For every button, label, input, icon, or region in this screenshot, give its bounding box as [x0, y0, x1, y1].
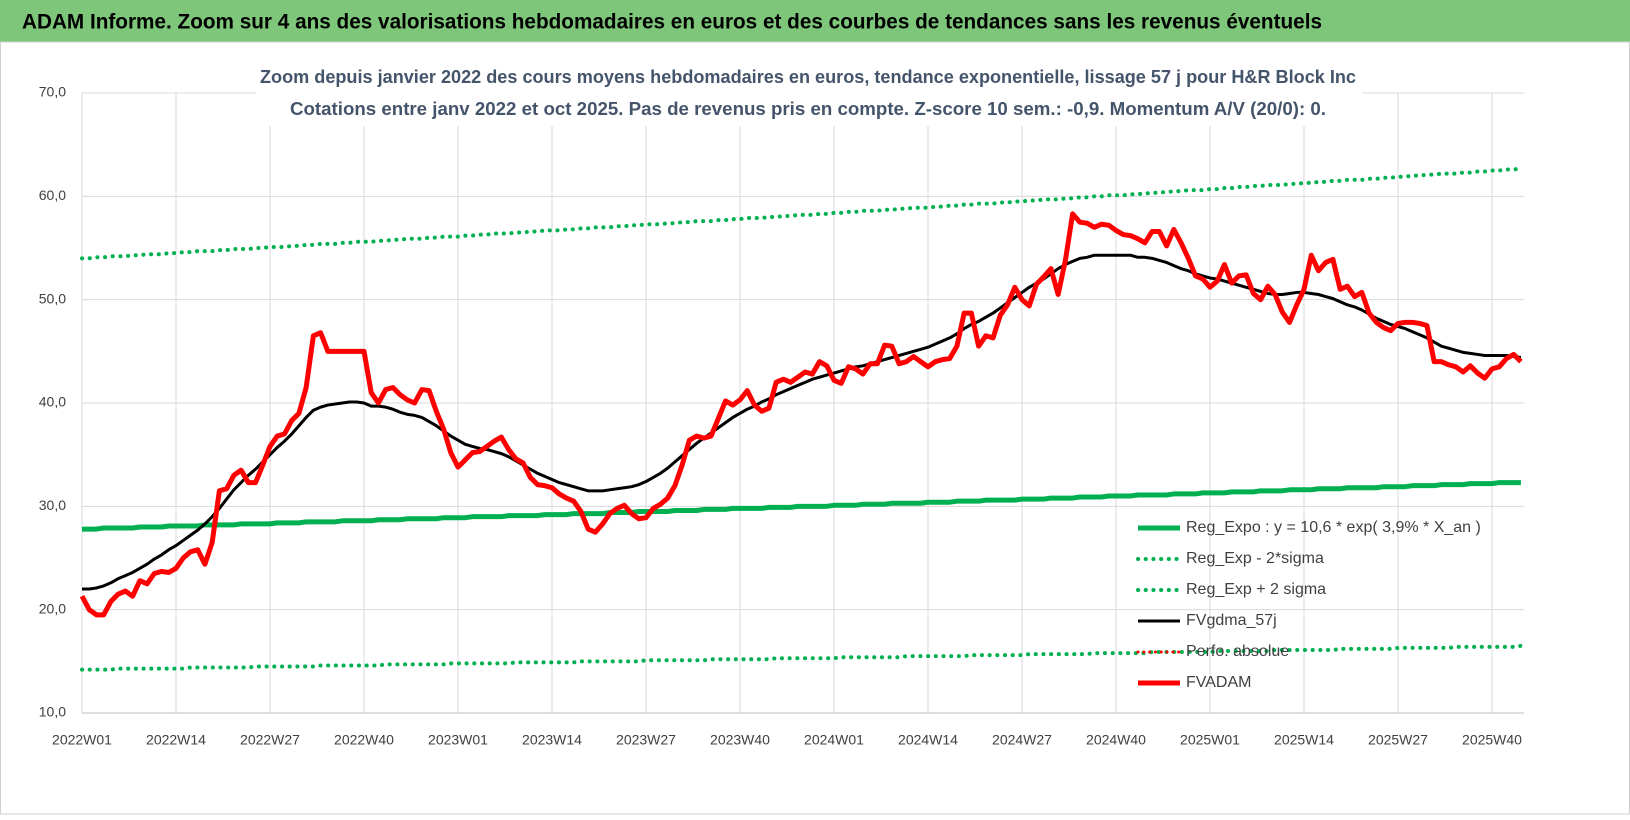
x-tick-label: 2025W14: [1274, 732, 1334, 748]
chart-subtitle: Cotations entre janv 2022 et oct 2025. P…: [290, 99, 1326, 119]
header-bar: [0, 0, 1630, 42]
grid: 10,0 20,0 30,0 40,0 50,0 60,0 70,0 2022W01 2022W…: [39, 84, 1524, 748]
series-line: [80, 166, 1523, 261]
series-line: [80, 643, 1523, 672]
legend: Reg_Expo : y = 10,6 * exp( 3,9% * X_an )…: [1128, 512, 1500, 702]
chart-title: Zoom depuis janvier 2022 des cours moyen…: [260, 67, 1356, 87]
x-tick-label: 2025W27: [1368, 732, 1428, 748]
legend-box: [1128, 512, 1500, 702]
series-line: [82, 253, 1522, 591]
x-tick-label: 2024W14: [898, 732, 958, 748]
x-tick-label: 2025W40: [1462, 732, 1522, 748]
y-tick-label: 30,0: [39, 497, 66, 513]
x-tick-label: 2024W01: [804, 732, 864, 748]
y-tick-label: 40,0: [39, 394, 66, 410]
x-tick-label: 2023W14: [522, 732, 582, 748]
legend-label: FVADAM: [1186, 674, 1251, 691]
legend-label: Reg_Expo : y = 10,6 * exp( 3,9% * X_an ): [1186, 519, 1481, 536]
series-line: [79, 211, 1523, 618]
x-tick-label: 2023W01: [428, 732, 488, 748]
y-tick-label: 50,0: [39, 290, 66, 306]
x-tick-label: 2022W01: [52, 732, 112, 748]
x-tick-label: 2024W27: [992, 732, 1052, 748]
x-tick-label: 2023W40: [710, 732, 770, 748]
y-tick-label: 10,0: [39, 704, 66, 720]
legend-label: FVgdma_57j: [1186, 612, 1277, 629]
title-box: [256, 60, 1362, 126]
x-tick-label: 2024W40: [1086, 732, 1146, 748]
legend-label: Perfo. absolue: [1186, 643, 1289, 660]
legend-label: Reg_Exp + 2 sigma: [1186, 581, 1326, 598]
x-tick-label: 2023W27: [616, 732, 676, 748]
y-tick-label: 70,0: [39, 84, 66, 100]
series-line: [82, 480, 1521, 532]
x-tick-label: 2022W27: [240, 732, 300, 748]
series-lines: [79, 166, 1523, 672]
x-tick-label: 2022W14: [146, 732, 206, 748]
x-tick-label: 2022W40: [334, 732, 394, 748]
x-tick-label: 2025W01: [1180, 732, 1240, 748]
y-tick-label: 20,0: [39, 600, 66, 616]
header-title: ADAM Informe. Zoom sur 4 ans des valoris…: [22, 11, 1322, 34]
legend-label: Reg_Exp - 2*sigma: [1186, 550, 1324, 567]
y-tick-label: 60,0: [39, 187, 66, 203]
